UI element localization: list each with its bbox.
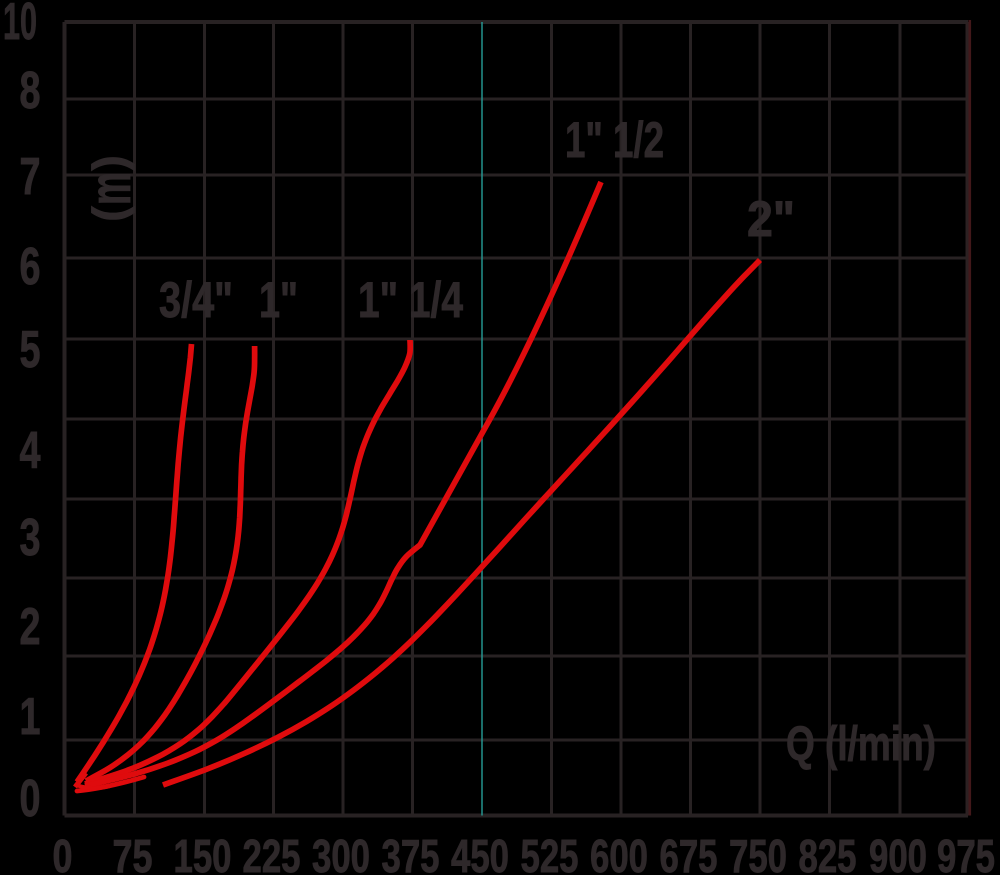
svg-text:): ): [83, 155, 135, 170]
svg-text:4: 4: [20, 422, 41, 480]
svg-text:Q (l/min): Q (l/min): [786, 718, 936, 771]
svg-text:300: 300: [312, 830, 370, 875]
svg-text:10: 10: [3, 0, 37, 51]
svg-text:75: 75: [113, 830, 153, 875]
svg-text:m: m: [78, 172, 143, 205]
svg-text:0: 0: [20, 770, 41, 828]
svg-text:7: 7: [20, 148, 41, 206]
svg-text:1" 1/4: 1" 1/4: [358, 272, 463, 328]
svg-text:750: 750: [729, 830, 787, 875]
svg-text:675: 675: [660, 830, 718, 875]
svg-text:(: (: [83, 206, 135, 222]
svg-text:525: 525: [521, 830, 579, 875]
svg-text:375: 375: [382, 830, 440, 875]
svg-text:2": 2": [747, 191, 795, 247]
svg-text:975: 975: [937, 830, 995, 875]
svg-text:225: 225: [243, 830, 301, 875]
svg-text:2: 2: [20, 598, 41, 656]
svg-text:8: 8: [20, 62, 41, 120]
svg-text:1" 1/2: 1" 1/2: [565, 112, 664, 168]
svg-text:0: 0: [53, 830, 73, 875]
svg-text:3: 3: [20, 509, 41, 567]
svg-text:1: 1: [20, 688, 41, 746]
svg-text:600: 600: [590, 830, 648, 875]
svg-text:5: 5: [20, 321, 41, 379]
svg-text:6: 6: [20, 238, 41, 296]
svg-text:450: 450: [451, 830, 509, 875]
svg-text:825: 825: [799, 830, 857, 875]
svg-text:150: 150: [174, 830, 232, 875]
svg-text:1": 1": [259, 272, 298, 328]
svg-text:900: 900: [869, 830, 927, 875]
svg-text:3/4": 3/4": [159, 272, 233, 328]
